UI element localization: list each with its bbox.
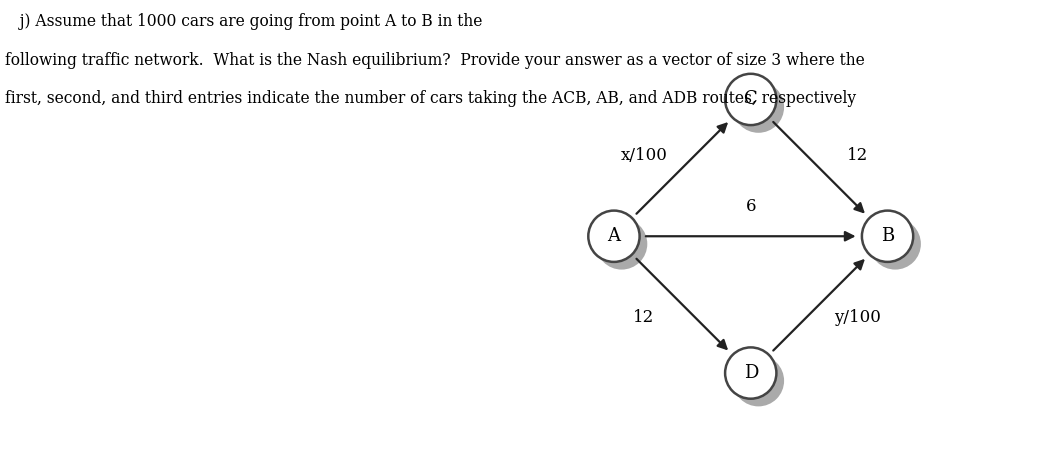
Circle shape (733, 81, 784, 133)
Text: 6: 6 (746, 198, 756, 215)
Text: D: D (743, 364, 758, 382)
Circle shape (588, 211, 639, 262)
Text: first, second, and third entries indicate the number of cars taking the ACB, AB,: first, second, and third entries indicat… (5, 90, 857, 107)
Text: j) Assume that 1000 cars are going from point A to B in the: j) Assume that 1000 cars are going from … (5, 14, 483, 31)
Circle shape (862, 211, 914, 262)
Circle shape (726, 347, 776, 399)
Text: B: B (881, 227, 895, 245)
Text: A: A (608, 227, 621, 245)
Circle shape (733, 355, 784, 406)
Text: y/100: y/100 (834, 309, 881, 326)
Text: x/100: x/100 (621, 147, 668, 163)
Circle shape (869, 218, 921, 270)
Text: C: C (743, 90, 758, 108)
Text: following traffic network.  What is the Nash equilibrium?  Provide your answer a: following traffic network. What is the N… (5, 52, 865, 69)
Text: 12: 12 (847, 147, 868, 163)
Text: 12: 12 (633, 309, 654, 326)
Circle shape (596, 218, 647, 270)
Circle shape (726, 74, 776, 125)
